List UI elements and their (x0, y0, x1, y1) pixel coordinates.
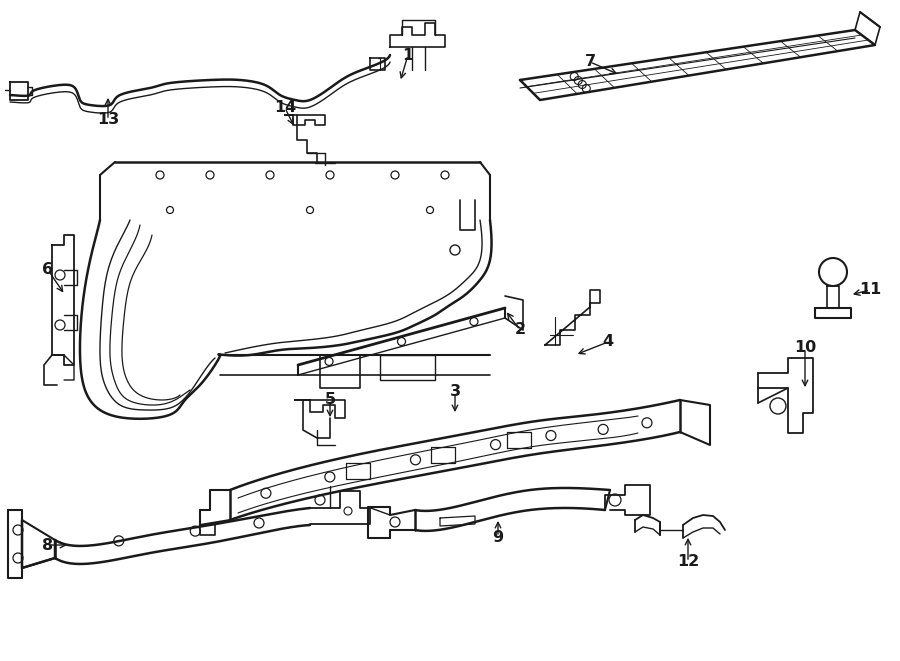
Text: 1: 1 (402, 48, 414, 63)
Text: 2: 2 (515, 323, 526, 338)
Text: 14: 14 (274, 100, 296, 116)
Text: 12: 12 (677, 555, 699, 570)
Text: 7: 7 (584, 54, 596, 69)
Text: 4: 4 (602, 334, 614, 350)
Text: 9: 9 (492, 529, 504, 545)
Text: 6: 6 (42, 262, 54, 278)
Text: 8: 8 (42, 537, 54, 553)
Text: 3: 3 (449, 385, 461, 399)
Text: 10: 10 (794, 340, 816, 356)
Text: 5: 5 (324, 393, 336, 407)
Text: 13: 13 (97, 112, 119, 128)
Text: 11: 11 (859, 282, 881, 297)
